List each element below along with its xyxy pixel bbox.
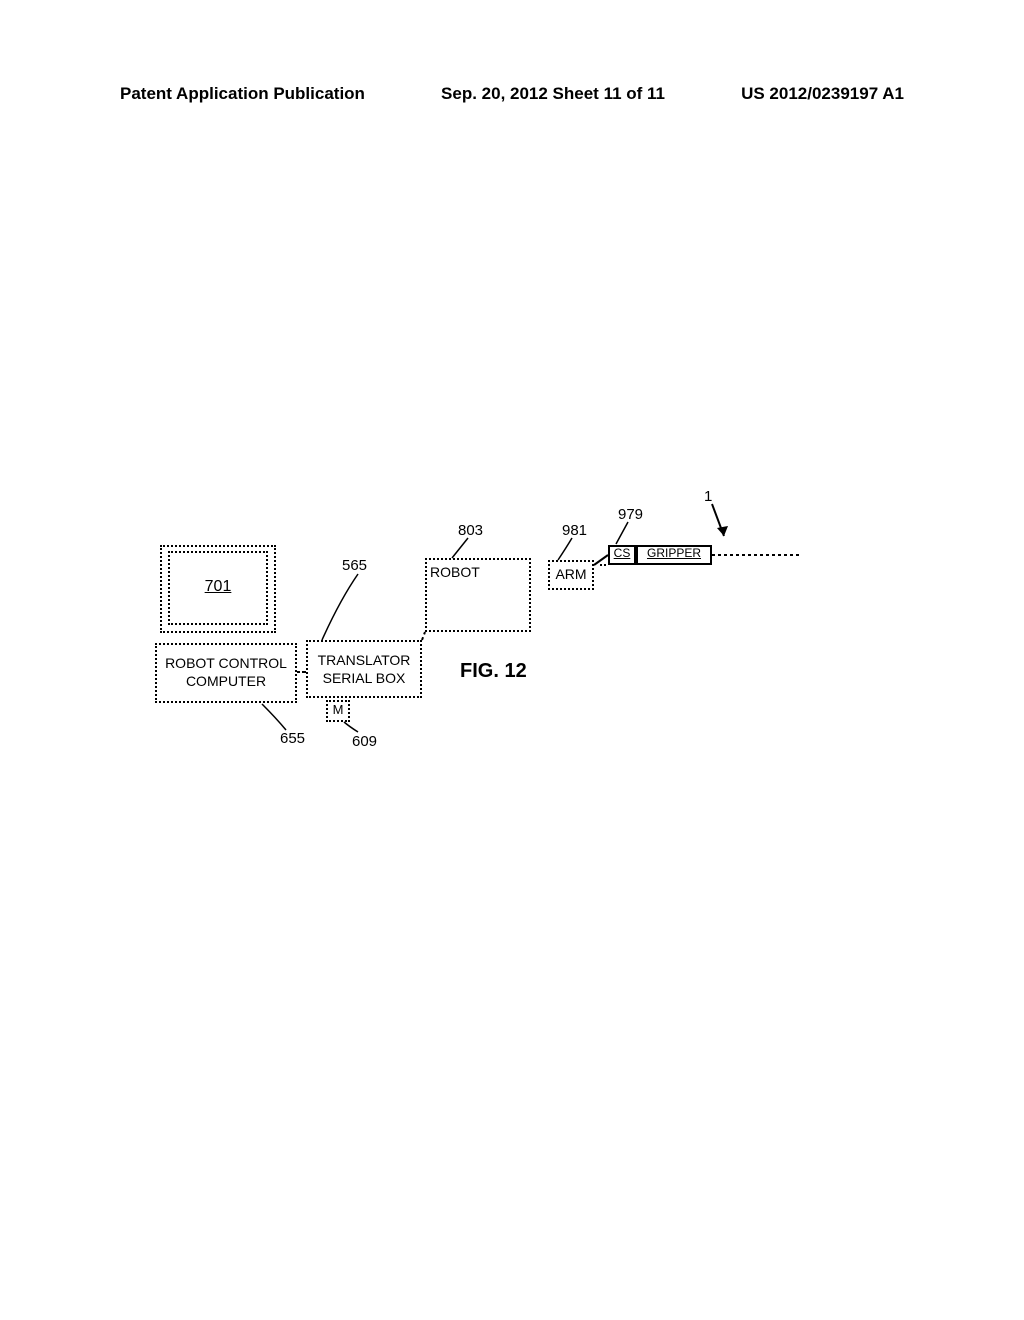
rcc-line2: COMPUTER [160,673,292,689]
gripper-label: GRIPPER [636,546,712,560]
translator-line2: SERIAL BOX [306,670,422,686]
ref-565: 565 [342,557,367,574]
ref-1: 1 [704,488,712,505]
translator-box [306,640,422,698]
rcc-line1: ROBOT CONTROL [160,655,292,671]
translator-line1: TRANSLATOR [306,652,422,668]
cs-label: CS [608,546,636,560]
m-label: M [326,702,350,717]
diagram-fig12: 701 ROBOT CONTROL COMPUTER TRANSLATOR SE… [0,0,1024,1320]
ref-979: 979 [618,506,643,523]
ref-655: 655 [280,730,305,747]
arm-label: ARM [548,566,594,582]
monitor-label: 701 [198,578,238,596]
ref-981: 981 [562,522,587,539]
figure-label: FIG. 12 [460,660,527,683]
ref-803: 803 [458,522,483,539]
robot-label: ROBOT [430,564,480,580]
ref-609: 609 [352,733,377,750]
